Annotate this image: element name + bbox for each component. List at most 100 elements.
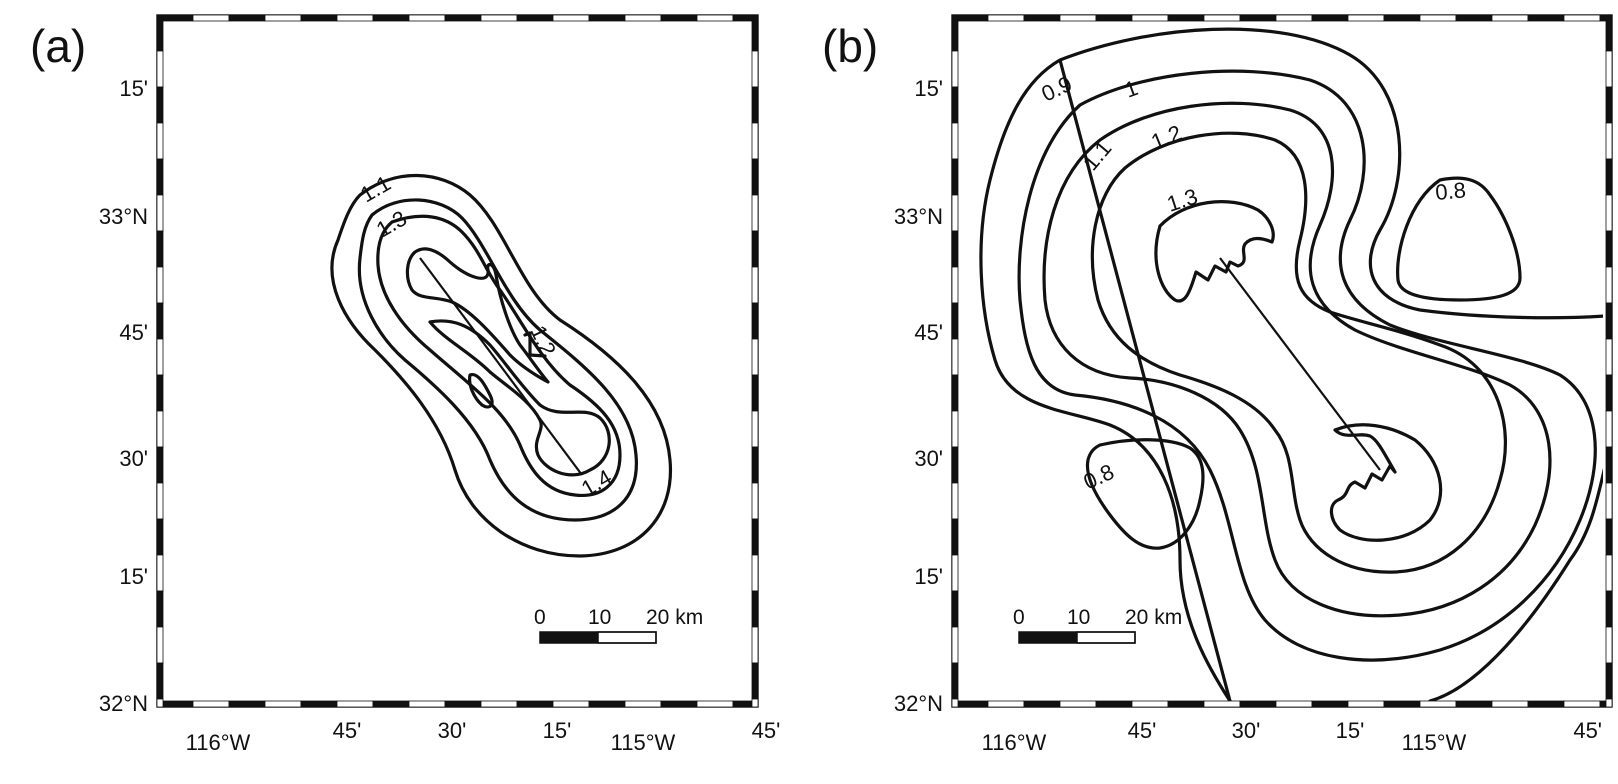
panel-b-contour-1.2 [1090, 131, 1507, 574]
panel-b-contour-0.9 [979, 27, 1603, 701]
panel-a-lat-tick: 15' [119, 76, 148, 101]
frame-segment [444, 14, 482, 22]
frame-segment [1605, 338, 1613, 376]
frame-segment [951, 446, 959, 484]
frame-segment [1023, 700, 1061, 708]
panel-b-contour-label-1.1: 1.1 [1078, 136, 1117, 176]
frame-segment [1203, 700, 1241, 708]
frame-segment [1095, 14, 1133, 22]
frame-segment [156, 122, 164, 160]
panel-b-frame [951, 14, 1613, 708]
frame-segment [751, 230, 759, 268]
frame-segment [156, 14, 164, 52]
frame-segment [156, 266, 164, 304]
frame-segment [1275, 14, 1313, 22]
panel-b-scale-label-20km: 20 km [1125, 606, 1182, 629]
frame-segment [1167, 14, 1205, 22]
panel-a-frame [156, 14, 759, 708]
panel-a-contour-5 [523, 331, 547, 358]
panel-a-contour-4 [428, 319, 611, 477]
panel-a-scale-bar: 0 10 20 km [534, 606, 703, 644]
frame-segment [516, 14, 554, 22]
panel-a-lat-tick: 32°N [99, 691, 148, 716]
frame-segment [751, 158, 759, 196]
frame-segment [751, 122, 759, 160]
panel-b-contour-0.8-east [1396, 176, 1522, 302]
frame-segment [1059, 14, 1097, 22]
frame-segment [1605, 266, 1613, 304]
frame-segment [1311, 14, 1349, 22]
frame-segment [1605, 590, 1613, 628]
frame-segment [696, 700, 734, 708]
panel-a-label: (a) [30, 20, 86, 72]
frame-segment [1605, 230, 1613, 268]
panel-b-scale-label-10: 10 [1067, 606, 1090, 629]
frame-segment [1605, 374, 1613, 412]
frame-segment [588, 700, 626, 708]
frame-segment [660, 14, 698, 22]
frame-segment [1203, 14, 1241, 22]
panel-b-contour-1.3-north [1154, 200, 1275, 303]
frame-segment [372, 14, 410, 22]
frame-segment [156, 626, 164, 664]
frame-segment [300, 14, 338, 22]
frame-segment [1419, 14, 1457, 22]
frame-segment [1455, 700, 1493, 708]
frame-segment [156, 590, 164, 628]
panel-a-lon-tick: 30' [438, 718, 467, 743]
panel-b-lat-tick: 32°N [894, 691, 943, 716]
frame-segment [1167, 700, 1205, 708]
frame-segment [192, 700, 230, 708]
frame-segment [951, 554, 959, 592]
frame-segment [156, 662, 164, 700]
panel-b-lon-tick: 45' [1573, 718, 1602, 743]
frame-segment [228, 14, 266, 22]
frame-segment [1605, 86, 1613, 124]
panel-a-lat-tick: 30' [119, 446, 148, 471]
frame-segment [480, 700, 518, 708]
panel-a-scale-label-20km: 20 km [646, 606, 703, 629]
frame-segment [951, 158, 959, 196]
panel-b-contour-label-1.3: 1.3 [1164, 184, 1201, 217]
frame-segment [588, 14, 626, 22]
panel-b-lat-tick: 33°N [894, 204, 943, 229]
frame-segment [1491, 14, 1529, 22]
frame-segment [156, 230, 164, 268]
frame-segment [951, 122, 959, 160]
frame-segment [156, 374, 164, 412]
frame-segment [1605, 410, 1613, 448]
panel-b-contour-label-1: 1 [1121, 75, 1141, 103]
frame-segment [951, 662, 959, 700]
frame-segment [1605, 50, 1613, 88]
panel-a-contours [330, 173, 673, 558]
frame-segment [987, 14, 1025, 22]
frame-segment [751, 50, 759, 88]
panel-b: (b) 0.9 1 1.1 1 [822, 14, 1613, 755]
panel-b-lon-ticks: 116°W 45' 30' 15' 115°W 45' [982, 718, 1602, 755]
frame-segment [156, 50, 164, 88]
panel-a: (a) 1.1 1.3 1.2 1.4 [30, 14, 780, 755]
panel-b-scale-label-0: 0 [1013, 606, 1025, 629]
panel-b-lat-tick: 45' [914, 320, 943, 345]
frame-segment [987, 700, 1025, 708]
frame-segment [1563, 700, 1601, 708]
panel-a-contour-outer [330, 173, 673, 558]
panel-b-contour-1.3-south [1329, 423, 1443, 542]
panel-b-contour-label-0.8-east: 0.8 [1434, 177, 1467, 205]
frame-segment [156, 698, 164, 708]
frame-segment [751, 554, 759, 592]
frame-segment [951, 14, 959, 52]
frame-segment [156, 158, 164, 196]
frame-segment [751, 266, 759, 304]
frame-segment [951, 194, 959, 232]
frame-segment [1605, 626, 1613, 664]
frame-segment [751, 662, 759, 700]
frame-segment [264, 700, 302, 708]
frame-segment [480, 14, 518, 22]
frame-segment [951, 302, 959, 340]
panel-a-contour-3 [405, 247, 550, 384]
frame-segment [516, 700, 554, 708]
panel-b-lat-tick: 15' [914, 564, 943, 589]
panel-a-lat-tick: 15' [119, 564, 148, 589]
